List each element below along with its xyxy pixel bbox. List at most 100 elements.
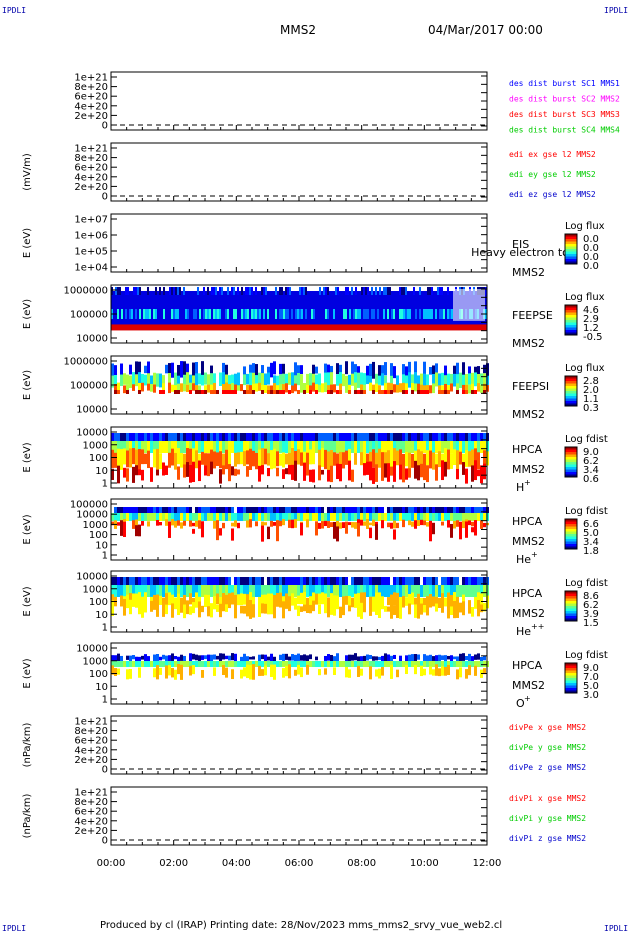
feepsi-cell (357, 390, 360, 394)
hpca-o-cell (444, 666, 447, 676)
hpca-hepp-cell (303, 592, 306, 609)
y-tick-label: 1e+21 (74, 788, 108, 799)
feepsi-cell (426, 390, 429, 394)
hpca-hepp-cell (447, 592, 450, 608)
feepse-cell (185, 309, 187, 319)
hpca-hepp-cell (213, 585, 216, 597)
hpca-he-cell (162, 513, 165, 521)
feepsi-cell (279, 363, 282, 375)
feepsi-cell (198, 385, 201, 393)
panel-eis-colorbar-step (565, 250, 577, 252)
y-tick-label: 8e+20 (74, 82, 108, 93)
hpca-hepp-cell (423, 605, 426, 613)
feepsi-cell (456, 374, 459, 386)
panel-hpca_he-colorbar-step (565, 534, 577, 536)
hpca-h-cell (192, 433, 195, 443)
hpca-he-cell (135, 519, 138, 528)
feepse-cell (403, 309, 405, 319)
hpca-hepp-cell (234, 585, 237, 597)
feepsi-cell (237, 385, 240, 391)
hpca-hepp-cell (210, 585, 213, 597)
hpca-h-cell (474, 441, 477, 453)
hpca-h-cell (363, 433, 366, 443)
hpca-o-cell (417, 661, 420, 667)
hpca-h-cell (237, 452, 240, 465)
hpca-h-cell (390, 441, 393, 453)
y-axis-label: E (eV) (22, 586, 33, 616)
hpca-o-cell (249, 665, 252, 680)
hpca-h-cell (126, 433, 129, 443)
hpca-hepp-cell (477, 592, 480, 608)
hpca-he-cell (300, 507, 303, 513)
hpca-hepp-cell (414, 597, 417, 607)
hpca-h-cell (381, 465, 384, 481)
hpca-o-cell (375, 669, 378, 677)
panel-feepsi-colorbar-step (565, 402, 577, 404)
feepsi-cell (300, 365, 303, 375)
hpca-he-cell (327, 513, 330, 521)
hpca-h-cell (324, 433, 327, 443)
hpca-he-cell (366, 507, 369, 513)
hpca-h-cell (165, 465, 168, 475)
hpca-hepp-cell (225, 604, 228, 612)
feepsi-cell (240, 384, 243, 392)
feepsi-cell (189, 374, 192, 386)
hpca-hepp-cell (264, 585, 267, 597)
feepse-cell (399, 309, 401, 319)
feepsi-cell (138, 383, 141, 392)
hpca-hepp-cell (252, 577, 255, 585)
hpca-he-cell (459, 513, 462, 521)
hpca-hepp-cell (117, 585, 120, 597)
feepsi-cell (162, 383, 165, 391)
hpca-he-cell (207, 513, 210, 521)
hpca-he-cell (390, 507, 393, 513)
hpca-h-cell (258, 433, 261, 443)
colorbar-tick-label: 3.4 (583, 465, 599, 476)
hpca-o-cell (306, 664, 309, 675)
hpca-h-cell (285, 441, 288, 453)
hpca-o-cell (393, 654, 396, 660)
hpca-o-cell (324, 668, 327, 675)
hpca-h-cell (132, 448, 135, 465)
hpca-he-cell (111, 513, 114, 521)
hpca-h-cell (231, 441, 234, 453)
hpca-h-cell (222, 465, 225, 475)
hpca-hepp-cell (192, 585, 195, 597)
feepsi-cell (156, 373, 159, 387)
feepse-cell (263, 309, 265, 319)
hpca-h-cell (270, 433, 273, 443)
hpca-he-cell (339, 507, 342, 513)
hpca-he-cell (195, 507, 198, 513)
hpca-he-cell (381, 513, 384, 521)
hpca-hepp-cell (147, 585, 150, 597)
panel-hpca_o-colorbar-step (565, 680, 577, 683)
feepse-cell (155, 287, 157, 295)
panel-hpca_he-colorbar-step (565, 532, 577, 535)
hpca-h-cell (228, 464, 231, 482)
panel-hpca_o-colorbar-step (565, 681, 577, 684)
hpca-o-cell (216, 661, 219, 667)
feepsi-cell (249, 385, 252, 393)
feepsi-cell (282, 390, 285, 394)
hpca-h-cell (258, 441, 261, 453)
colorbar-tick-label: 0.6 (583, 474, 599, 485)
feepse-cell (231, 287, 233, 295)
hpca-he-cell (432, 523, 435, 535)
species-charge: ++ (531, 622, 544, 631)
hpca-hepp-cell (375, 592, 378, 606)
hpca-o-cell (363, 655, 366, 663)
y-tick-label: 6e+20 (74, 92, 108, 103)
panel-feepse-colorbar-frame (564, 304, 578, 336)
hpca-h-cell (129, 433, 132, 443)
hpca-o-cell (459, 653, 462, 663)
feepse-cell (193, 309, 195, 319)
hpca-h-cell (450, 441, 453, 453)
hpca-o-cell (327, 654, 330, 661)
hpca-he-cell (207, 507, 210, 513)
hpca-h-cell (345, 450, 348, 465)
hpca-o-cell (114, 661, 117, 667)
feepsi-cell (369, 382, 372, 391)
hpca-o-cell (441, 666, 444, 676)
hpca-hepp-cell (420, 585, 423, 597)
